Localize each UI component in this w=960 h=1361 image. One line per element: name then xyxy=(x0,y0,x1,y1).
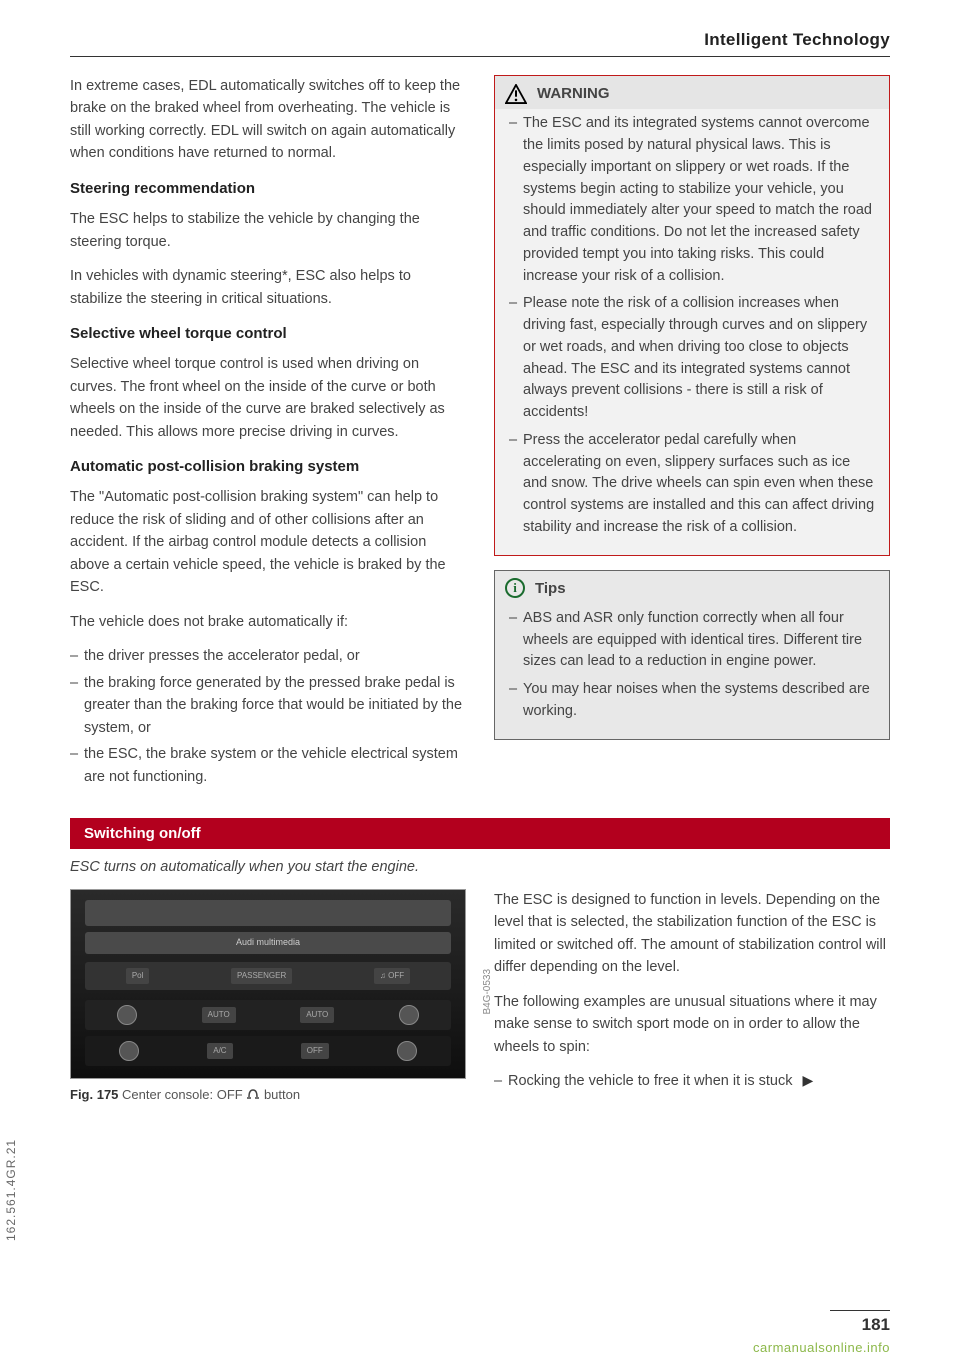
console-display: Audi multimedia xyxy=(85,932,451,954)
warning-item: The ESC and its integrated systems canno… xyxy=(509,113,875,287)
lower-columns: Audi multimedia Pol PASSENGER ♫ OFF AUTO… xyxy=(70,889,890,1105)
body-text: The ESC helps to stabilize the vehicle b… xyxy=(70,208,466,253)
continue-arrow-icon: ▶ xyxy=(803,1072,814,1088)
warning-body: The ESC and its integrated systems canno… xyxy=(495,109,889,554)
subheading-post-collision: Automatic post-collision braking system xyxy=(70,455,466,478)
console-row: AUTO AUTO xyxy=(85,1000,451,1030)
warning-triangle-icon xyxy=(505,84,527,104)
console-row: A/C OFF xyxy=(85,1036,451,1066)
console-btn: A/C xyxy=(207,1043,232,1059)
tips-item: ABS and ASR only function correctly when… xyxy=(509,608,875,673)
figure-wrapper: Audi multimedia Pol PASSENGER ♫ OFF AUTO… xyxy=(70,889,466,1079)
document-side-code: 162.561.4GR.21 xyxy=(4,1139,18,1241)
page-number: 181 xyxy=(830,1310,890,1335)
tips-title: Tips xyxy=(535,577,566,600)
list-item-text: Rocking the vehicle to free it when it i… xyxy=(508,1073,793,1089)
figure-caption-suffix: button xyxy=(264,1087,300,1102)
section-heading-bar: Switching on/off xyxy=(70,818,890,849)
knob-icon xyxy=(117,1005,137,1025)
tips-header: i Tips xyxy=(495,571,889,604)
console-auto-btn: AUTO xyxy=(300,1007,334,1023)
section-subtitle: ESC turns on automatically when you star… xyxy=(70,859,890,875)
console-btn: OFF xyxy=(301,1043,329,1059)
list-item: Rocking the vehicle to free it when it i… xyxy=(494,1070,890,1092)
subheading-torque: Selective wheel torque control xyxy=(70,322,466,345)
page-header: Intelligent Technology xyxy=(70,30,890,57)
console-btn: PASSENGER xyxy=(231,968,292,984)
console-row xyxy=(85,900,451,926)
main-columns: In extreme cases, EDL automatically swit… xyxy=(70,75,890,800)
subheading-steering: Steering recommendation xyxy=(70,177,466,200)
conditions-list: the driver presses the accelerator pedal… xyxy=(70,645,466,788)
figure-caption-text: Center console: OFF xyxy=(122,1087,246,1102)
warning-title: WARNING xyxy=(537,82,610,105)
right-column: WARNING The ESC and its integrated syste… xyxy=(494,75,890,800)
body-text: In vehicles with dynamic steering*, ESC … xyxy=(70,265,466,310)
body-text: The vehicle does not brake automatically… xyxy=(70,611,466,633)
figure-code: B4G-0533 xyxy=(480,969,496,1015)
body-text: The "Automatic post-collision braking sy… xyxy=(70,486,466,598)
body-text: In extreme cases, EDL automatically swit… xyxy=(70,75,466,165)
list-item: the ESC, the brake system or the vehicle… xyxy=(70,743,466,788)
tips-callout: i Tips ABS and ASR only function correct… xyxy=(494,570,890,740)
knob-icon xyxy=(399,1005,419,1025)
console-btn: Pol xyxy=(126,968,150,984)
body-text: Selective wheel torque control is used w… xyxy=(70,353,466,443)
esc-off-icon xyxy=(246,1087,264,1102)
lower-left-column: Audi multimedia Pol PASSENGER ♫ OFF AUTO… xyxy=(70,889,466,1105)
info-circle-icon: i xyxy=(505,578,525,598)
figure-number: Fig. 175 xyxy=(70,1087,118,1102)
tips-body: ABS and ASR only function correctly when… xyxy=(495,604,889,739)
footer-source-link: carmanualsonline.info xyxy=(753,1340,890,1355)
warning-header: WARNING xyxy=(495,76,889,109)
list-item: the braking force generated by the press… xyxy=(70,672,466,739)
console-off-btn: ♫ OFF xyxy=(374,968,410,984)
warning-item: Press the accelerator pedal carefully wh… xyxy=(509,430,875,539)
lower-right-column: The ESC is designed to function in level… xyxy=(494,889,890,1105)
body-text: The ESC is designed to function in level… xyxy=(494,889,890,979)
left-column: In extreme cases, EDL automatically swit… xyxy=(70,75,466,800)
knob-icon xyxy=(397,1041,417,1061)
knob-icon xyxy=(119,1041,139,1061)
list-item: the driver presses the accelerator pedal… xyxy=(70,645,466,667)
warning-callout: WARNING The ESC and its integrated syste… xyxy=(494,75,890,556)
console-figure: Audi multimedia Pol PASSENGER ♫ OFF AUTO… xyxy=(70,889,466,1079)
console-row: Pol PASSENGER ♫ OFF xyxy=(85,962,451,990)
console-auto-btn: AUTO xyxy=(202,1007,236,1023)
warning-item: Please note the risk of a collision incr… xyxy=(509,293,875,424)
body-text: The following examples are unusual situa… xyxy=(494,991,890,1058)
figure-caption: Fig. 175 Center console: OFF button xyxy=(70,1085,466,1105)
examples-list: Rocking the vehicle to free it when it i… xyxy=(494,1070,890,1092)
tips-item: You may hear noises when the systems des… xyxy=(509,679,875,723)
